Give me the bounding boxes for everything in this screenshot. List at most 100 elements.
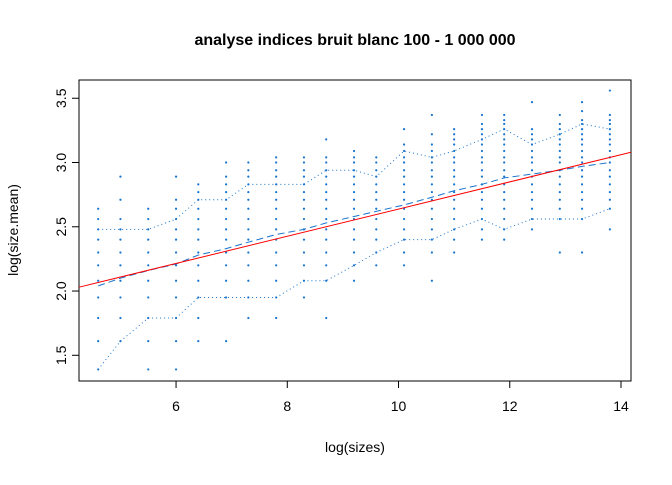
- point: [119, 251, 122, 254]
- point: [197, 238, 200, 241]
- point: [275, 251, 278, 254]
- point: [352, 175, 356, 178]
- point: [197, 316, 200, 320]
- point: [97, 238, 100, 241]
- point: [430, 251, 433, 254]
- x-tick-label: 6: [172, 398, 180, 414]
- point: [530, 101, 534, 104]
- y-tick-label: 2.5: [53, 217, 69, 237]
- chart-title: analyse indices bruit blanc 100 - 1 000 …: [194, 32, 515, 49]
- point: [247, 198, 250, 201]
- point: [480, 122, 484, 126]
- point: [325, 228, 328, 231]
- point: [352, 190, 356, 194]
- point: [480, 127, 484, 131]
- point: [558, 113, 561, 117]
- point: [530, 217, 534, 221]
- point: [302, 296, 306, 299]
- point: [453, 143, 456, 146]
- point: [375, 238, 378, 241]
- point: [225, 207, 228, 210]
- point: [247, 228, 250, 231]
- point: [430, 183, 433, 186]
- point: [147, 207, 150, 210]
- point: [325, 251, 328, 254]
- point: [302, 238, 306, 241]
- point: [247, 316, 250, 320]
- point: [174, 238, 178, 241]
- point: [119, 175, 122, 178]
- point: [608, 89, 611, 92]
- point: [608, 122, 611, 126]
- point: [174, 296, 178, 299]
- point: [352, 198, 356, 201]
- point: [325, 175, 328, 178]
- point: [402, 264, 406, 267]
- point: [608, 169, 611, 172]
- point: [580, 127, 584, 131]
- point: [174, 207, 178, 210]
- point: [453, 133, 456, 136]
- point: [480, 238, 484, 241]
- point: [325, 161, 328, 164]
- point: [453, 190, 456, 194]
- point: [530, 207, 534, 210]
- point: [247, 175, 250, 178]
- point: [247, 190, 250, 194]
- point: [375, 169, 378, 172]
- point: [97, 251, 100, 254]
- point: [503, 238, 506, 241]
- point: [197, 296, 200, 299]
- point: [430, 238, 433, 241]
- point: [197, 264, 200, 267]
- point: [608, 228, 611, 231]
- point: [608, 127, 611, 131]
- point: [197, 251, 200, 254]
- point: [480, 156, 484, 159]
- point: [530, 190, 534, 194]
- point: [352, 161, 356, 164]
- point: [558, 175, 561, 178]
- point: [402, 183, 406, 186]
- point: [325, 264, 328, 267]
- point: [97, 296, 100, 299]
- point: [275, 169, 278, 172]
- point: [197, 228, 200, 231]
- point: [375, 207, 378, 210]
- point: [453, 228, 456, 231]
- point: [530, 138, 534, 141]
- point: [503, 113, 506, 117]
- point: [119, 264, 122, 267]
- point: [402, 127, 406, 131]
- point: [147, 217, 150, 221]
- series-line: [78, 151, 632, 288]
- point: [453, 156, 456, 159]
- point: [402, 175, 406, 178]
- point: [430, 228, 433, 231]
- point: [453, 149, 456, 153]
- point: [503, 198, 506, 201]
- point: [580, 143, 584, 146]
- point: [174, 316, 178, 320]
- point: [325, 238, 328, 241]
- point: [325, 207, 328, 210]
- point: [147, 368, 150, 371]
- point: [580, 251, 584, 254]
- point: [352, 238, 356, 241]
- point: [174, 198, 178, 201]
- point: [325, 156, 328, 159]
- point: [119, 228, 122, 231]
- point: [97, 217, 100, 221]
- point: [580, 118, 584, 122]
- point: [225, 264, 228, 267]
- point: [558, 183, 561, 186]
- point: [480, 113, 484, 117]
- point: [97, 340, 100, 343]
- point: [430, 217, 433, 221]
- point: [225, 340, 228, 343]
- point: [247, 279, 250, 282]
- point: [275, 264, 278, 267]
- point: [480, 133, 484, 136]
- point: [503, 118, 506, 122]
- point: [325, 279, 328, 282]
